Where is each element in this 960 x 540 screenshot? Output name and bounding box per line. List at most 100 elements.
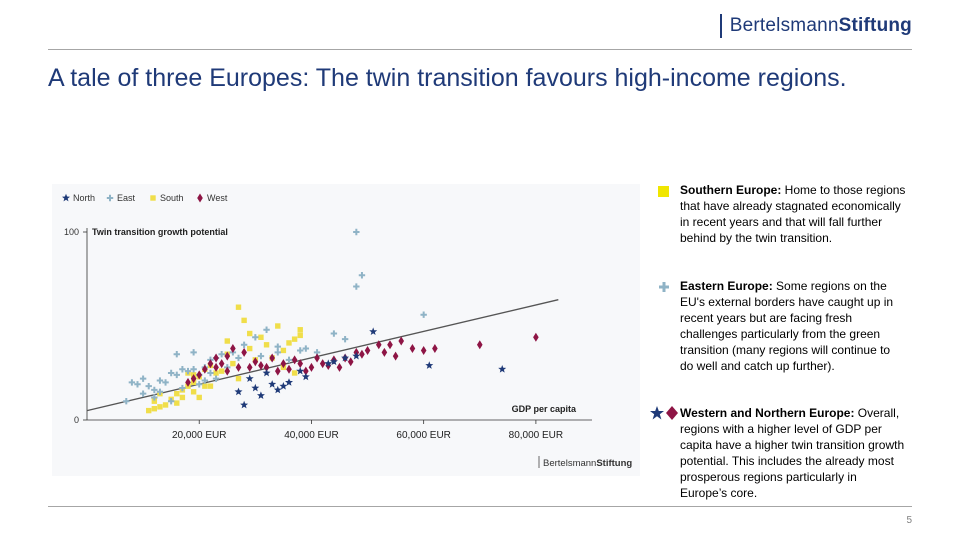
point-south xyxy=(151,406,158,412)
point-south xyxy=(213,370,219,376)
point-north xyxy=(234,387,243,396)
point-north xyxy=(285,378,293,386)
point-north xyxy=(245,374,254,382)
point-west xyxy=(359,349,365,359)
point-south xyxy=(275,323,281,329)
point-east xyxy=(167,398,175,405)
point-south xyxy=(224,338,230,344)
point-west xyxy=(224,351,231,361)
point-east xyxy=(274,349,281,356)
point-east xyxy=(134,381,141,388)
point-south xyxy=(218,368,225,374)
point-north xyxy=(240,400,249,409)
blue-plus-icon xyxy=(658,280,670,298)
point-east xyxy=(341,335,349,343)
star-diamond-icon xyxy=(650,406,680,425)
point-east xyxy=(128,379,136,386)
point-east xyxy=(190,349,197,356)
point-south xyxy=(247,345,253,352)
point-north xyxy=(425,361,434,369)
brand-logo: BertelsmannStiftung xyxy=(719,14,912,38)
legend-label-north: North xyxy=(73,193,95,203)
point-east xyxy=(212,375,220,382)
point-east xyxy=(257,352,265,360)
point-south xyxy=(297,332,303,339)
point-east xyxy=(173,351,180,358)
point-west xyxy=(297,359,304,369)
point-west xyxy=(308,362,315,372)
point-east xyxy=(139,390,147,397)
point-west xyxy=(269,353,275,363)
point-north xyxy=(257,391,265,399)
point-west xyxy=(252,357,259,367)
point-south xyxy=(162,402,169,408)
point-west xyxy=(246,362,253,372)
y-tick-label: 100 xyxy=(64,227,79,237)
point-south xyxy=(291,370,298,376)
point-east xyxy=(218,351,225,358)
point-north xyxy=(262,368,271,377)
point-east xyxy=(196,381,203,388)
page-number: 5 xyxy=(906,515,912,526)
legend-marker-west xyxy=(197,193,203,203)
note-western-text: Western and Northern Europe: Overall, re… xyxy=(680,406,905,500)
point-west xyxy=(303,366,309,376)
point-south xyxy=(297,327,303,333)
point-east xyxy=(302,345,310,352)
point-north xyxy=(279,382,288,390)
point-south xyxy=(280,347,287,354)
point-west xyxy=(224,366,231,376)
legend-marker-north xyxy=(62,193,70,202)
brand-bar xyxy=(719,14,722,38)
point-north xyxy=(352,351,361,360)
point-west xyxy=(319,359,326,369)
point-west xyxy=(364,345,371,355)
point-south xyxy=(235,304,242,310)
y-tick-label: 0 xyxy=(74,415,79,425)
point-east xyxy=(184,367,192,375)
point-west xyxy=(387,340,393,350)
point-west xyxy=(207,359,214,369)
point-east xyxy=(151,386,158,394)
point-east xyxy=(274,343,281,350)
point-south xyxy=(202,383,208,389)
point-east xyxy=(420,311,427,318)
chart-credit: BertelsmannStiftung xyxy=(543,458,632,469)
point-west xyxy=(230,344,236,354)
point-north xyxy=(324,359,333,367)
legend-label-west: West xyxy=(207,193,228,203)
note-eastern-text: Eastern Europe: Some regions on the EU's… xyxy=(680,279,894,373)
legend-marker-east xyxy=(106,194,114,202)
point-north xyxy=(498,365,507,373)
point-west xyxy=(381,347,388,357)
point-north xyxy=(301,372,310,381)
chart-svg: 0 100 20,000 EUR 40,000 EUR 60,000 EUR 80,000… xyxy=(62,193,632,469)
point-east xyxy=(252,334,259,341)
point-west xyxy=(263,362,270,372)
point-east xyxy=(263,326,270,333)
point-west xyxy=(409,344,416,354)
point-east xyxy=(190,366,197,373)
point-west xyxy=(314,353,320,363)
point-south xyxy=(196,394,202,401)
point-south xyxy=(151,398,158,404)
point-east xyxy=(285,356,293,364)
point-south xyxy=(263,342,270,348)
point-west xyxy=(213,353,219,363)
point-east xyxy=(179,384,186,392)
point-south xyxy=(247,330,253,337)
point-north xyxy=(341,353,350,362)
point-east xyxy=(235,354,242,362)
point-east xyxy=(330,330,338,337)
brand-name: BertelsmannStiftung xyxy=(729,15,912,36)
point-west xyxy=(375,340,382,350)
note-southern-text: Southern Europe: Home to those regions t… xyxy=(680,183,906,245)
point-west xyxy=(432,344,438,354)
point-south xyxy=(207,383,214,389)
point-east xyxy=(145,382,152,390)
point-east xyxy=(123,398,130,405)
point-west xyxy=(202,364,208,374)
trend-line xyxy=(86,299,559,412)
point-west xyxy=(398,336,405,346)
point-north xyxy=(329,357,338,366)
